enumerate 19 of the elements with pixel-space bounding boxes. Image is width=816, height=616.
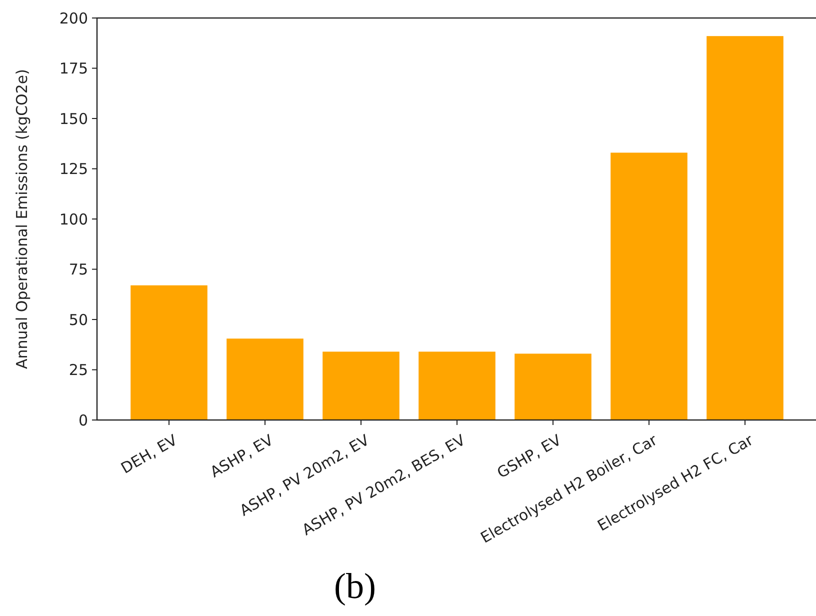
y-tick-label: 150	[59, 110, 88, 128]
bar	[322, 352, 400, 420]
y-tick-label: 200	[59, 9, 88, 28]
bar	[418, 352, 496, 420]
y-tick-label: 25	[68, 361, 88, 379]
y-tick-label: 175	[59, 60, 88, 78]
bar	[130, 285, 208, 420]
bar	[706, 36, 784, 420]
y-tick-label: 75	[68, 260, 88, 278]
y-axis-title: Annual Operational Emissions (kgCO2e)	[13, 69, 31, 369]
x-tick-label: DEH, EV	[118, 430, 181, 478]
y-tick-label: 125	[59, 160, 88, 178]
y-tick-label: 0	[78, 411, 88, 430]
y-tick-label: 50	[68, 310, 88, 329]
bar	[226, 338, 304, 420]
y-tick-label: 100	[59, 210, 88, 228]
bar	[514, 354, 592, 420]
text: (b)	[334, 566, 376, 606]
bar	[610, 152, 688, 420]
